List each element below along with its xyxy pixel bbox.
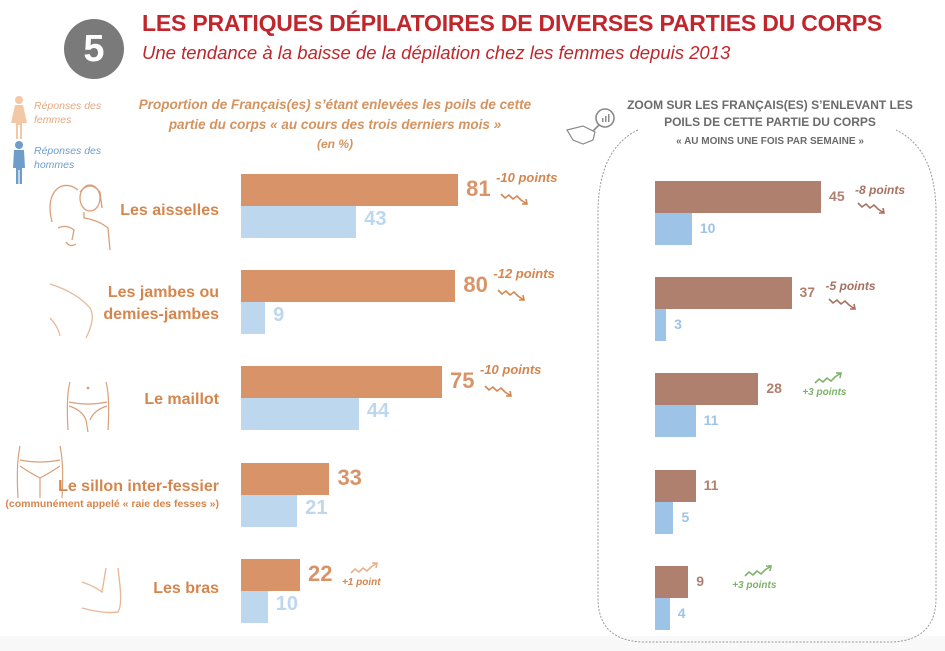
zoom-panel-title: ZOOM SUR LES FRANÇAIS(ES) S’ENLEVANT LES…: [627, 98, 913, 129]
male-figure-icon: [13, 141, 25, 184]
value-men: 43: [364, 208, 387, 230]
bar-men: [241, 302, 266, 334]
zoom-value-men: 11: [703, 412, 719, 428]
category-name: Les jambes ou demies-jambes: [103, 284, 219, 323]
armpit-icon: [49, 184, 111, 250]
category-label: Les aisselles: [120, 200, 219, 222]
zoom-value-women: 45: [829, 188, 845, 204]
trend-label: +1 point: [341, 577, 381, 588]
value-men: 21: [305, 497, 328, 519]
zoom-bar-men: [655, 405, 696, 437]
category-name: Les bras: [153, 580, 219, 597]
category-name: Le sillon inter-fessier: [58, 478, 219, 495]
zoom-bar-women: [655, 181, 822, 213]
value-men: 44: [366, 400, 390, 422]
trend-up-icon: [814, 372, 843, 384]
zoom-bar-women: [655, 566, 689, 598]
zoom-value-men: 5: [681, 509, 690, 525]
section-number-badge: 5: [64, 19, 124, 79]
zoom-bar-men: [655, 502, 674, 534]
zoom-bar-women: [655, 277, 792, 309]
zoom-value-women: 9: [696, 573, 704, 589]
buttocks-icon: [16, 445, 64, 499]
category-name: Le maillot: [144, 391, 219, 408]
zoom-bar-men: [655, 309, 667, 341]
trend-up-icon: [350, 562, 378, 574]
bar-men: [241, 495, 298, 527]
zoom-value-men: 10: [699, 220, 716, 236]
trend-down-icon: [484, 385, 512, 397]
category-label: Le sillon inter-fessier (communément appe…: [5, 476, 219, 510]
zoom-value-women: 28: [766, 380, 782, 396]
female-figure-icon: [11, 96, 27, 139]
category-note: (communément appelé « raie des fesses »): [5, 498, 219, 510]
value-women: 80: [463, 272, 488, 297]
category-name: Les aisselles: [120, 202, 219, 219]
value-women: 81: [466, 176, 491, 201]
bikini-area-icon: [66, 381, 110, 433]
value-women: 75: [450, 368, 475, 393]
bar-women: [241, 463, 330, 495]
zoom-panel-subtitle: « AU MOINS UNE FOIS PAR SEMAINE »: [676, 136, 864, 147]
main-chart-unit: (en %): [317, 137, 353, 151]
page-subtitle: Une tendance à la baisse de la dépilatio…: [142, 42, 731, 63]
value-men: 10: [275, 593, 299, 615]
page-title: LES PRATIQUES DÉPILATOIRES DE DIVERSES P…: [142, 10, 883, 36]
trend-label: -10 points: [480, 362, 542, 377]
category-label: Le maillot: [144, 389, 219, 411]
arm-icon: [81, 567, 122, 614]
footer-strip: [0, 636, 945, 651]
trend-down-icon: [857, 202, 886, 214]
zoom-bar-men: [655, 598, 670, 630]
bar-men: [241, 591, 268, 623]
value-women: 33: [337, 465, 362, 490]
main-chart-title: Proportion de Français(es) s’étant enlev…: [138, 97, 532, 132]
value-men: 9: [273, 304, 285, 326]
trend-down-icon: [500, 193, 529, 205]
trend-down-icon: [497, 289, 526, 301]
category-label: Les jambes ou demies-jambes: [89, 282, 219, 326]
bar-women: [241, 559, 300, 591]
zoom-bar-women: [655, 470, 696, 502]
value-women: 22: [307, 561, 333, 586]
bar-women: [241, 270, 456, 302]
bar-men: [241, 398, 359, 430]
trend-down-icon: [827, 298, 856, 310]
trend-label: -12 points: [493, 266, 555, 281]
zoom-trend-label: +3 points: [802, 387, 847, 398]
trend-label: -10 points: [496, 170, 558, 185]
legend-men-label: Réponses des hommes: [34, 145, 102, 171]
zoom-trend-label: +3 points: [732, 580, 777, 591]
leg-icon: [49, 283, 93, 339]
bar-men: [241, 206, 357, 238]
zoom-trend-label: -5 points: [825, 279, 876, 293]
bar-women: [241, 366, 442, 398]
bar-women: [241, 174, 459, 206]
legend-women-label: Réponses des femmes: [34, 100, 102, 126]
zoom-trend-label: -8 points: [855, 183, 906, 197]
magnifier-hand-icon: [566, 108, 615, 145]
zoom-value-women: 37: [799, 284, 816, 300]
category-label: Les bras: [153, 578, 219, 600]
zoom-bar-women: [655, 373, 759, 405]
zoom-bar-men: [655, 213, 692, 245]
trend-up-icon: [744, 565, 773, 577]
zoom-value-men: 4: [677, 605, 686, 621]
zoom-value-women: 11: [703, 477, 719, 493]
zoom-value-men: 3: [674, 316, 682, 332]
